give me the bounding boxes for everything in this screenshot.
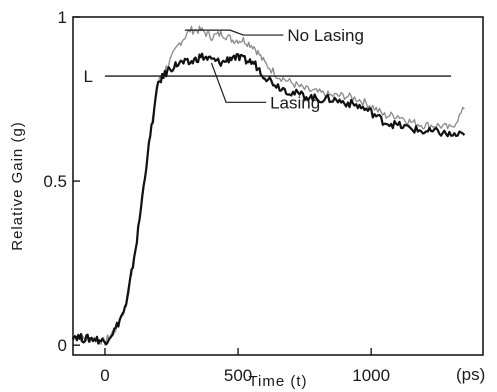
reference-line-label: L [83,67,92,86]
x-tick-label: 1000 [352,366,390,385]
series-line-no-lasing [72,25,465,346]
series-line-lasing [71,52,466,346]
x-axis-label: Time (t) [248,373,307,390]
plot-frame [72,16,484,356]
y-axis-label: Relative Gain (g) [9,121,26,251]
y-tick-label: 0 [58,336,67,355]
x-tick-label: 500 [224,366,252,385]
annotation-no-lasing: No Lasing [287,26,364,45]
y-tick-label: 0.5 [43,172,67,191]
x-tick-label: 0 [100,366,109,385]
y-tick-label: 1 [58,8,67,27]
no-lasing-leader [184,29,284,36]
x-axis-unit: (ps) [456,365,485,384]
annotation-lasing: Lasing [270,93,320,112]
lasing-leader [210,62,267,103]
